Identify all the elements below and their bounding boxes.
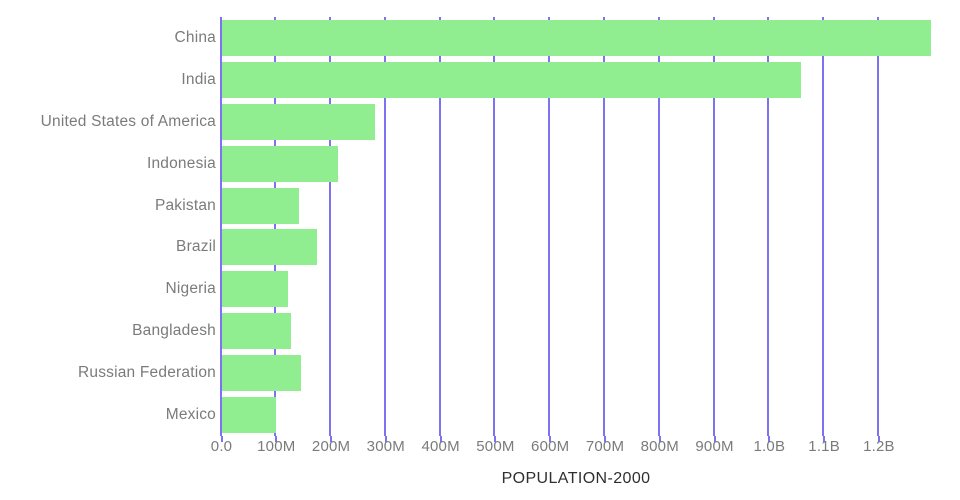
gridline-100m bbox=[274, 17, 277, 436]
x-tick-label-400m: 400M bbox=[421, 438, 460, 455]
gridline-800m bbox=[657, 17, 660, 436]
gridline-700m bbox=[602, 17, 605, 436]
x-tick-label-800m: 800M bbox=[640, 438, 679, 455]
x-tick-1-1b bbox=[823, 436, 826, 442]
x-tick-label-1-0b: 1.0B bbox=[753, 438, 786, 455]
x-tick-100m bbox=[275, 436, 278, 442]
x-tick-600m bbox=[549, 436, 552, 442]
y-axis-label-united-states-of-america: United States of America bbox=[40, 112, 216, 130]
y-axis-label-brazil: Brazil bbox=[176, 238, 216, 256]
x-tick-300m bbox=[384, 436, 387, 442]
x-tick-0-0 bbox=[220, 436, 223, 442]
x-tick-label-900m: 900M bbox=[695, 438, 734, 455]
bar-brazil[interactable] bbox=[221, 229, 317, 266]
y-axis-label-indonesia: Indonesia bbox=[146, 154, 216, 172]
x-tick-label-300m: 300M bbox=[366, 438, 406, 455]
x-tick-label-0-0: 0.0 bbox=[210, 438, 233, 455]
x-tick-900m bbox=[713, 436, 716, 442]
bar-nigeria[interactable] bbox=[221, 271, 288, 308]
x-tick-800m bbox=[658, 436, 661, 442]
x-tick-1-2b bbox=[877, 436, 880, 442]
y-axis-label-pakistan: Pakistan bbox=[154, 196, 216, 214]
gridline-1-1b bbox=[822, 17, 825, 436]
x-tick-label-100m: 100M bbox=[257, 438, 296, 455]
x-tick-700m bbox=[603, 436, 606, 442]
gridline-1-2b bbox=[876, 17, 879, 436]
bar-pakistan[interactable] bbox=[221, 187, 299, 224]
bar-russian-federation[interactable] bbox=[221, 355, 302, 392]
gridline-900m bbox=[712, 17, 715, 436]
x-tick-label-700m: 700M bbox=[585, 438, 625, 455]
y-axis-label-russian-federation: Russian Federation bbox=[77, 364, 216, 382]
bar-india[interactable] bbox=[221, 61, 801, 98]
x-tick-label-1-1b: 1.1B bbox=[808, 438, 840, 455]
bar-china[interactable] bbox=[221, 19, 931, 56]
bar-indonesia[interactable] bbox=[221, 145, 338, 182]
bar-mexico[interactable] bbox=[221, 397, 276, 433]
x-tick-500m bbox=[494, 436, 497, 442]
x-tick-label-1-2b: 1.2B bbox=[863, 438, 895, 455]
x-tick-200m bbox=[330, 436, 333, 442]
gridline-300m bbox=[383, 17, 386, 436]
y-axis-label-india: India bbox=[181, 70, 216, 88]
y-axis-label-china: China bbox=[174, 28, 216, 46]
x-axis-title: POPULATION-2000 bbox=[501, 470, 651, 487]
y-axis-label-nigeria: Nigeria bbox=[165, 280, 216, 298]
x-tick-400m bbox=[439, 436, 442, 442]
gridline-200m bbox=[329, 17, 332, 436]
bar-united-states-of-america[interactable] bbox=[221, 103, 376, 140]
gridline-600m bbox=[548, 17, 551, 436]
y-axis-label-bangladesh: Bangladesh bbox=[132, 322, 216, 340]
gridline-500m bbox=[493, 17, 496, 436]
gridline-0-0 bbox=[219, 17, 222, 436]
gridline-1-0b bbox=[767, 17, 770, 436]
x-tick-1-0b bbox=[768, 436, 771, 442]
bar-bangladesh[interactable] bbox=[221, 313, 291, 350]
y-axis-label-mexico: Mexico bbox=[165, 406, 216, 423]
x-tick-label-600m: 600M bbox=[531, 438, 570, 455]
x-tick-label-200m: 200M bbox=[311, 438, 351, 455]
x-tick-label-500m: 500M bbox=[476, 438, 515, 455]
gridline-400m bbox=[438, 17, 441, 436]
